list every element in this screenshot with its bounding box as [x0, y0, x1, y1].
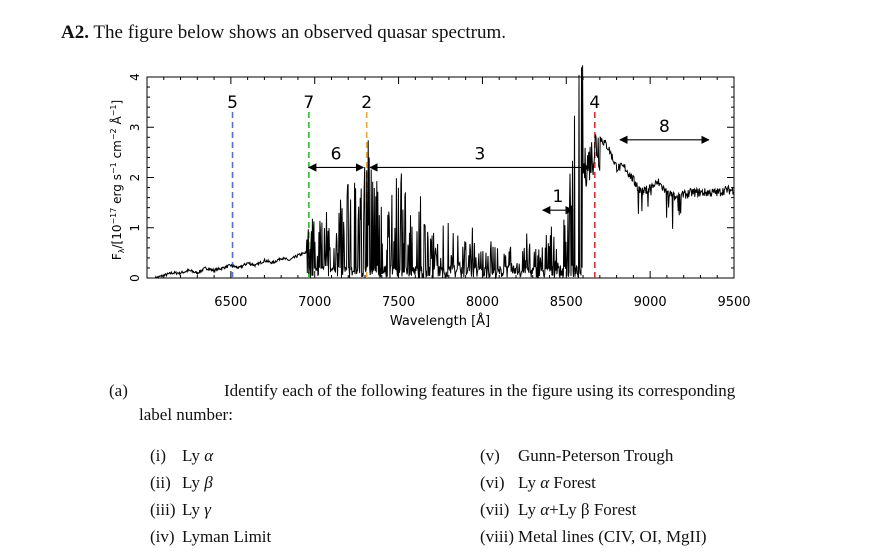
- y-tick-label: 2: [128, 174, 142, 182]
- option-number: (vii): [480, 500, 510, 519]
- x-tick-label: 8000: [466, 295, 499, 310]
- option-text-main: Ly: [182, 446, 205, 465]
- option-text-main: Lyman Limit: [182, 527, 272, 546]
- x-tick-label: 6500: [214, 295, 247, 310]
- option-text: Ly α: [182, 446, 213, 466]
- option-number: (i): [150, 446, 167, 465]
- y-tick-label: 4: [128, 73, 142, 81]
- x-axis-label: Wavelength [Å]: [390, 313, 490, 329]
- option-number: (viii): [480, 527, 514, 546]
- question-text: The figure below shows an observed quasa…: [93, 22, 507, 43]
- feature-label-4: 4: [589, 93, 600, 113]
- x-tick-label: 7000: [298, 295, 331, 310]
- svg-text:Fλ/[10−17 erg s−1 cm−2 Å−1]: Fλ/[10−17 erg s−1 cm−2 Å−1]: [109, 100, 126, 260]
- option-greek-symbol: α: [204, 446, 214, 465]
- feature-arrows: 6 3 1 8: [308, 117, 710, 215]
- x-axis-ticks: 6500 7000 7500 8000 8500 9000 9500: [163, 77, 751, 310]
- option-text: Metal lines (CIV, OI, MgII): [518, 527, 707, 547]
- x-tick-label: 9500: [717, 295, 750, 310]
- y-axis-ticks: 0 1 2 3 4: [128, 73, 734, 282]
- y-tick-label: 1: [128, 224, 142, 232]
- option-text-main: Ly: [518, 473, 541, 492]
- option-text-main: Ly: [182, 473, 205, 492]
- feature-label-2: 2: [361, 93, 372, 113]
- option-text-main: Metal lines (CIV, OI, MgII): [518, 527, 707, 546]
- arrow-label-3: 3: [474, 144, 485, 164]
- option-text: Ly α+Ly β Forest: [518, 500, 636, 520]
- option-number: (vi): [480, 473, 505, 492]
- option-text: Ly α Forest: [518, 473, 596, 493]
- question-title: A2. The figure below shows an observed q…: [61, 22, 506, 44]
- y-tick-label: 0: [128, 274, 142, 282]
- option-greek-symbol: γ: [204, 500, 211, 519]
- part-a-text: Identify each of the following features …: [224, 381, 736, 400]
- arrow-label-6: 6: [331, 144, 342, 164]
- option-greek-symbol: β: [204, 473, 213, 492]
- option-text-suffix: +Ly β Forest: [549, 500, 637, 519]
- option-greek-symbol: α: [540, 473, 550, 492]
- part-a-text-continued: label number:: [139, 405, 233, 424]
- feature-label-7: 7: [303, 93, 314, 113]
- option-greek-symbol: α: [540, 500, 550, 519]
- option-number: (v): [480, 446, 500, 465]
- option-text: Ly β: [182, 473, 213, 493]
- x-tick-label: 9000: [634, 295, 667, 310]
- feature-label-5: 5: [227, 93, 238, 113]
- spectrum-line: [154, 65, 735, 280]
- arrow-label-1: 1: [552, 187, 563, 207]
- part-a-label: (a): [109, 381, 128, 400]
- option-text: Lyman Limit: [182, 527, 271, 547]
- y-axis-label: Fλ/[10−17 erg s−1 cm−2 Å−1]: [109, 100, 126, 260]
- arrow-label-8: 8: [659, 117, 670, 137]
- y-tick-label: 3: [128, 123, 142, 131]
- option-text: Ly γ: [182, 500, 211, 520]
- x-tick-label: 7500: [382, 295, 415, 310]
- option-text-main: Ly: [518, 500, 541, 519]
- option-text: Gunn-Peterson Trough: [518, 446, 673, 466]
- spectrum-path: [154, 65, 735, 280]
- option-number: (ii): [150, 473, 171, 492]
- option-number: (iii): [150, 500, 176, 519]
- option-number: (iv): [150, 527, 175, 546]
- option-text-suffix: Forest: [549, 473, 596, 492]
- option-text-main: Gunn-Peterson Trough: [518, 446, 674, 465]
- feature-vertical-lines: 5 7 2 4: [227, 93, 600, 278]
- question-number: A2.: [61, 22, 89, 43]
- option-text-main: Ly: [182, 500, 205, 519]
- x-tick-label: 8500: [550, 295, 583, 310]
